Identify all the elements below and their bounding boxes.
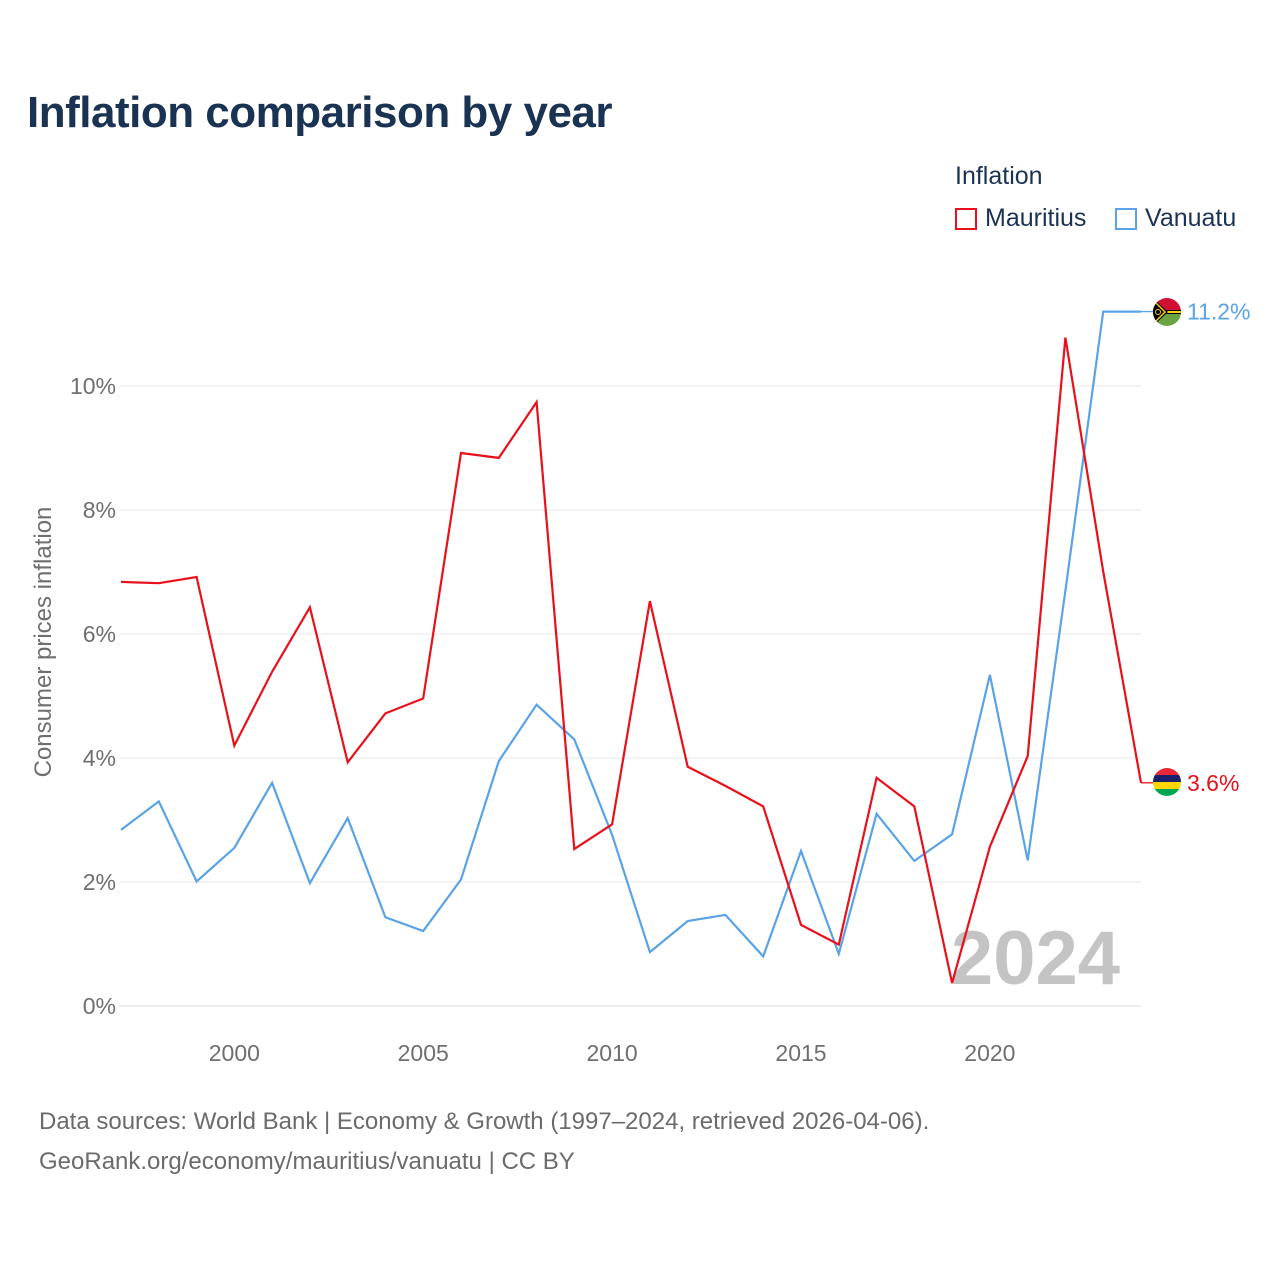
y-tick-label: 8% xyxy=(83,497,116,523)
footer-sources: Data sources: World Bank | Economy & Gro… xyxy=(39,1108,930,1135)
y-tick-label: 2% xyxy=(83,869,116,895)
legend-item-mauritius[interactable]: Mauritius xyxy=(955,204,1086,233)
series-line-vanuatu xyxy=(120,310,1141,959)
legend-swatch-mauritius xyxy=(955,207,977,230)
footer-attribution: GeoRank.org/economy/mauritius/vanuatu | … xyxy=(39,1148,575,1175)
legend-label-mauritius: Mauritius xyxy=(985,204,1087,232)
x-tick-label: 2020 xyxy=(964,1040,1015,1066)
current-year-watermark: 2024 xyxy=(951,916,1120,1001)
x-tick-label: 2010 xyxy=(587,1040,638,1066)
y-tick-label: 4% xyxy=(83,745,116,771)
x-tick-label: 2000 xyxy=(209,1040,260,1066)
y-tick-label: 10% xyxy=(70,373,116,399)
end-value-label-mauritius: 3.6% xyxy=(1187,770,1239,796)
x-tick-label: 2015 xyxy=(775,1040,826,1066)
legend-title: Inflation xyxy=(955,162,1043,190)
legend-item-vanuatu[interactable]: Vanuatu xyxy=(1115,204,1236,233)
series-line-mauritius xyxy=(120,337,1143,984)
y-tick-label: 6% xyxy=(83,621,116,647)
x-tick-label: 2005 xyxy=(398,1040,449,1066)
legend-swatch-vanuatu xyxy=(1115,207,1137,230)
end-value-label-vanuatu: 11.2% xyxy=(1187,299,1251,325)
y-axis-label: Consumer prices inflation xyxy=(30,507,57,778)
chart-title: Inflation comparison by year xyxy=(27,88,613,137)
y-tick-label: 0% xyxy=(83,993,116,1019)
vanuatu-flag-icon xyxy=(1153,298,1181,326)
legend-label-vanuatu: Vanuatu xyxy=(1145,204,1237,232)
mauritius-flag-icon xyxy=(1153,768,1181,796)
